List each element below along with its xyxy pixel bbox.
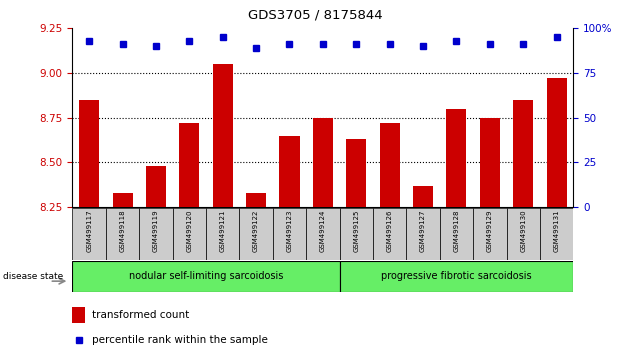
Bar (180, 123, 199, 207)
Text: GSM499125: GSM499125 (353, 209, 359, 252)
Bar (306, 208, 340, 260)
Bar (72, 307, 85, 323)
Text: GSM499121: GSM499121 (220, 209, 226, 252)
Bar (146, 166, 166, 207)
Text: nodular self-limiting sarcoidosis: nodular self-limiting sarcoidosis (129, 272, 284, 281)
Bar (72, 208, 106, 260)
Bar (106, 208, 139, 260)
Bar (373, 208, 406, 260)
Text: GSM499129: GSM499129 (487, 209, 493, 252)
Bar (540, 208, 573, 260)
Text: GSM499120: GSM499120 (186, 209, 192, 252)
Text: GSM499131: GSM499131 (554, 209, 559, 252)
Bar (513, 100, 533, 207)
Text: GSM499126: GSM499126 (387, 209, 392, 252)
Text: percentile rank within the sample: percentile rank within the sample (92, 335, 268, 344)
Bar (406, 208, 440, 260)
Bar (346, 139, 366, 207)
Text: GSM499128: GSM499128 (454, 209, 459, 252)
Bar (79, 100, 99, 207)
Bar (280, 136, 299, 207)
Bar (473, 208, 507, 260)
Bar (113, 193, 132, 207)
Text: GSM499118: GSM499118 (120, 209, 125, 252)
Bar (413, 185, 433, 207)
Bar (239, 208, 273, 260)
Bar (273, 208, 306, 260)
Bar (206, 208, 239, 260)
Bar (213, 64, 232, 207)
Text: GSM499124: GSM499124 (320, 209, 326, 252)
Text: GSM499123: GSM499123 (287, 209, 292, 252)
Bar (340, 261, 573, 292)
Text: GSM499127: GSM499127 (420, 209, 426, 252)
Bar (313, 118, 333, 207)
Text: GSM499122: GSM499122 (253, 209, 259, 252)
Text: GSM499130: GSM499130 (520, 209, 526, 252)
Text: GSM499117: GSM499117 (86, 209, 92, 252)
Text: GSM499119: GSM499119 (153, 209, 159, 252)
Text: transformed count: transformed count (92, 310, 189, 320)
Bar (507, 208, 540, 260)
Text: disease state: disease state (3, 272, 64, 281)
Text: progressive fibrotic sarcoidosis: progressive fibrotic sarcoidosis (381, 272, 532, 281)
Bar (173, 208, 206, 260)
Bar (480, 118, 500, 207)
Bar (340, 208, 373, 260)
Bar (72, 261, 340, 292)
Bar (447, 109, 466, 207)
Bar (547, 78, 566, 207)
Bar (380, 123, 399, 207)
Text: GDS3705 / 8175844: GDS3705 / 8175844 (248, 9, 382, 22)
Bar (139, 208, 173, 260)
Bar (246, 193, 266, 207)
Bar (440, 208, 473, 260)
